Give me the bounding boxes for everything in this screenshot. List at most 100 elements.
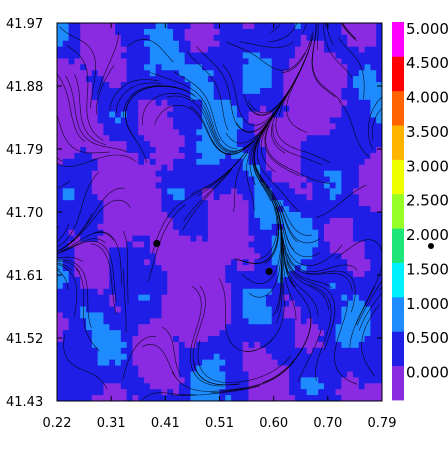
contour-cell [277,377,284,384]
contour-cell [312,70,319,77]
contour-cell [306,105,313,113]
contour-cell [62,188,70,195]
streamline [57,171,100,248]
contour-cell [80,176,87,184]
contour-cell [202,229,209,237]
colorbar-swatch [392,159,404,195]
contour-cell [149,324,157,331]
contour-cell [80,76,87,83]
streamline [123,269,127,333]
contour-cell [144,188,151,195]
contour-cell [277,395,284,401]
contour-cell [312,241,319,249]
contour-cell [91,312,99,319]
contour-cell [97,318,105,325]
contour-cell [341,188,348,195]
contour-cell [312,353,319,361]
contour-cell [265,371,273,378]
contour-cell [265,324,273,331]
contour-cell [80,111,87,119]
contour-cell [97,241,105,249]
contour-cell [254,223,261,231]
contour-cell [312,395,319,401]
contour-cell [86,347,93,355]
contour-cell [161,300,168,308]
contour-cell [120,383,128,390]
contour-cell [57,341,64,349]
contour-cell [236,158,244,166]
contour-cell [277,82,284,89]
contour-cell [178,336,186,343]
contour-cell [126,135,134,142]
contour-cell [167,306,174,314]
contour-cell [225,117,232,125]
contour-cell [254,117,261,125]
contour-cell [167,99,174,107]
contour-cell [196,200,203,207]
contour-cell [80,64,87,71]
contour-cell [178,383,186,390]
contour-cell [283,306,290,314]
contour-cell [289,117,296,125]
contour-cell [323,377,331,384]
contour-cell [161,271,168,278]
contour-cell [265,111,273,119]
contour-cell [57,347,64,355]
contour-cell [178,123,186,130]
contour-cell [103,336,110,343]
contour-cell [231,330,238,337]
contour-cell [329,276,337,284]
contour-cell [352,235,360,243]
contour-cell [260,377,267,384]
contour-cell [376,46,382,54]
contour-cell [178,76,186,83]
contour-cell [97,300,105,308]
contour-cell [329,147,337,154]
contour-cell [219,265,226,272]
contour-cell [219,158,226,166]
contour-cell [196,306,203,314]
contour-cell [318,341,325,349]
contour-cell [207,241,215,249]
contour-cell [225,235,232,243]
contour-cell [370,182,377,189]
contour-cell [254,318,261,325]
contour-cell [144,194,151,201]
contour-cell [109,365,116,373]
contour-cell [62,99,70,107]
contour-cell [248,217,255,225]
contour-cell [149,135,157,142]
contour-cell [213,253,221,260]
contour-cell [300,247,308,254]
contour-cell [144,336,151,343]
contour-cell [236,324,244,331]
contour-cell [184,76,192,83]
contour-cell [248,341,255,349]
contour-cell [109,330,116,337]
contour-cell [277,389,284,396]
contour-cell [184,111,192,119]
contour-cell [190,312,197,319]
streamline [361,304,380,377]
contour-cell [312,105,319,113]
contour-cell [190,235,197,243]
contour-cell [341,200,348,207]
contour-cell [115,395,122,401]
contour-cell [80,23,87,30]
contour-cell [225,152,232,160]
contour-cell [173,111,180,119]
contour-cell [184,170,192,178]
contour-cell [74,377,81,384]
contour-cell [260,147,267,154]
contour-cell [86,312,93,319]
streamline [59,26,97,109]
contour-cell [236,76,244,83]
contour-cell [57,365,64,373]
contour-cell [341,117,348,125]
contour-cell [190,300,197,308]
contour-cell [248,276,255,284]
contour-cell [57,194,64,201]
x-tick-label: 0.51 [205,416,234,431]
contour-cell [132,259,139,266]
contour-cell [144,93,151,101]
